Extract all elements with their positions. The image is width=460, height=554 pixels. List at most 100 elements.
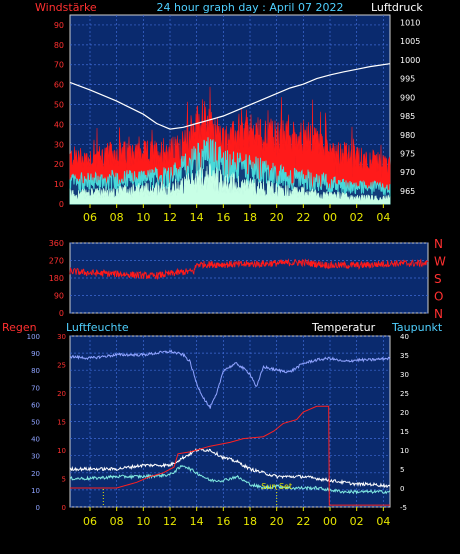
temperature-tick-label: 20 (400, 409, 409, 417)
wind-tick-label: 0 (59, 200, 64, 209)
direction-tick-label: 90 (54, 292, 64, 301)
dewpoint-axis-title: Taupunkt (391, 321, 443, 334)
climate-x-label: 06 (83, 515, 97, 528)
temperature-tick-label: 15 (400, 428, 409, 436)
pressure-tick-label: 995 (400, 75, 415, 84)
wind-tick-label: 60 (54, 81, 64, 90)
pressure-tick-label: 970 (400, 168, 415, 177)
humidity-tick-label: 70 (31, 384, 40, 392)
wind-tick-label: 90 (54, 21, 64, 30)
wind-x-label: 14 (190, 211, 204, 224)
wind-x-label: 22 (296, 211, 310, 224)
temperature-tick-label: 0 (400, 485, 404, 493)
humidity-tick-label: 20 (31, 470, 40, 478)
climate-x-label: 00 (323, 515, 337, 528)
temperature-tick-label: 30 (400, 371, 409, 379)
direction-letter: O (434, 290, 443, 304)
wind-x-label: 08 (110, 211, 124, 224)
pressure-tick-label: 1000 (400, 56, 420, 65)
wind-tick-label: 50 (54, 101, 64, 110)
temperature-axis-title: Temperatur (311, 321, 376, 334)
direction-letter: N (434, 237, 443, 251)
temperature-tick-label: 40 (400, 333, 409, 341)
direction-tick-label: 360 (49, 239, 64, 248)
direction-tick-label: 270 (49, 257, 64, 266)
humidity-tick-label: 0 (36, 504, 40, 512)
rain-tick-label: 25 (57, 362, 66, 370)
pressure-tick-label: 975 (400, 149, 415, 158)
wind-x-label: 18 (243, 211, 257, 224)
wind-average-series (69, 162, 391, 205)
direction-letter: S (434, 272, 442, 286)
wind-tick-label: 10 (54, 180, 64, 189)
humidity-tick-label: 50 (31, 419, 40, 427)
climate-x-label: 16 (216, 515, 230, 528)
humidity-tick-label: 10 (31, 487, 40, 495)
direction-tick-label: 180 (49, 274, 64, 283)
direction-letter: W (434, 255, 446, 269)
climate-x-label: 14 (190, 515, 204, 528)
rain-axis-title: Regen (2, 321, 37, 334)
graph-title: 24 hour graph day : April 07 2022 (157, 1, 344, 14)
pressure-tick-label: 1010 (400, 18, 420, 27)
humidity-axis-title: Luftfeuchte (66, 321, 129, 334)
climate-x-label: 18 (243, 515, 257, 528)
pressure-tick-label: 985 (400, 112, 415, 121)
pressure-tick-label: 1005 (400, 37, 420, 46)
temperature-tick-label: 10 (400, 447, 409, 455)
sunset-annotation: Sun Set (261, 482, 292, 491)
wind-tick-label: 20 (54, 160, 64, 169)
humidity-tick-label: 60 (31, 401, 40, 409)
climate-x-label: 20 (270, 515, 284, 528)
wind-tick-label: 30 (54, 140, 64, 149)
humidity-tick-label: 40 (31, 436, 40, 444)
wind-x-label: 12 (163, 211, 177, 224)
rain-tick-label: 20 (57, 390, 66, 398)
wind-x-label: 04 (376, 211, 390, 224)
direction-series (69, 258, 429, 281)
pressure-series (69, 63, 391, 130)
rain-tick-label: 5 (62, 476, 66, 484)
wind-axis-title: Windstärke (35, 1, 97, 14)
humidity-tick-label: 90 (31, 350, 40, 358)
climate-x-label: 08 (110, 515, 124, 528)
direction-letter: N (434, 307, 443, 321)
pressure-axis-title: Luftdruck (371, 1, 423, 14)
temperature-tick-label: 25 (400, 390, 409, 398)
direction-tick-label: 0 (59, 309, 64, 318)
wind-x-label: 06 (83, 211, 97, 224)
climate-x-label: 10 (136, 515, 150, 528)
temperature-tick-label: 35 (400, 352, 409, 360)
dewpoint-series (69, 464, 391, 495)
humidity-tick-label: 80 (31, 367, 40, 375)
wind-tick-label: 80 (54, 41, 64, 50)
rain-tick-label: 15 (57, 419, 66, 427)
wind-x-label: 16 (216, 211, 230, 224)
wind-tick-label: 70 (54, 61, 64, 70)
temperature-series (69, 448, 391, 489)
climate-x-label: 22 (296, 515, 310, 528)
climate-x-label: 12 (163, 515, 177, 528)
climate-x-label: 02 (350, 515, 364, 528)
pressure-tick-label: 965 (400, 187, 415, 196)
climate-x-label: 04 (376, 515, 390, 528)
temperature-tick-label: -5 (400, 504, 407, 512)
pressure-tick-label: 980 (400, 131, 415, 140)
wind-x-label: 20 (270, 211, 284, 224)
pressure-tick-label: 990 (400, 93, 415, 102)
rain-tick-label: 30 (57, 333, 66, 341)
humidity-series (69, 349, 391, 409)
wind-tick-label: 40 (54, 120, 64, 129)
wind-x-label: 10 (136, 211, 150, 224)
rain-series (70, 405, 390, 506)
temperature-tick-label: 5 (400, 466, 404, 474)
rain-tick-label: 0 (62, 504, 66, 512)
humidity-tick-label: 30 (31, 453, 40, 461)
humidity-tick-label: 100 (27, 333, 40, 341)
rain-tick-label: 10 (57, 447, 66, 455)
wind-x-label: 02 (350, 211, 364, 224)
wind-cyan-series (69, 137, 391, 205)
wind-x-label: 00 (323, 211, 337, 224)
